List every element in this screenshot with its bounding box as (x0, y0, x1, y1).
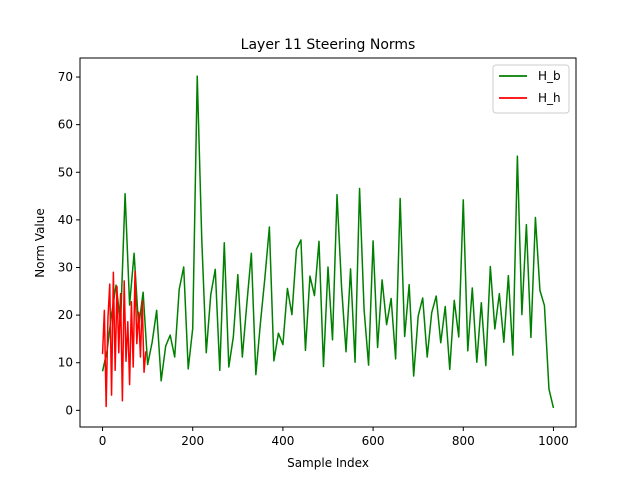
x-axis-label: Sample Index (287, 456, 369, 470)
legend-label-h-b: H_b (538, 69, 561, 83)
y-tick-label: 50 (58, 165, 73, 179)
y-tick-label: 0 (65, 403, 73, 417)
legend: H_b H_h (492, 64, 570, 114)
series-line-h-b (101, 75, 555, 409)
y-tick-label: 70 (58, 70, 73, 84)
y-tick-label: 10 (58, 356, 73, 370)
x-tick-label: 1000 (538, 434, 569, 448)
legend-box (492, 64, 570, 114)
x-tick-label: 800 (452, 434, 475, 448)
y-tick-label: 30 (58, 260, 73, 274)
legend-label-h-h: H_h (538, 91, 561, 105)
y-axis-label: Norm Value (33, 208, 47, 278)
plot-frame (79, 57, 577, 428)
y-tick-label: 60 (58, 118, 73, 132)
y-tick-label: 20 (58, 308, 73, 322)
chart-title: Layer 11 Steering Norms (241, 37, 416, 53)
y-axis-ticks: 0 10 20 30 40 50 60 70 (58, 70, 80, 417)
x-tick-label: 200 (181, 434, 204, 448)
x-tick-label: 0 (99, 434, 107, 448)
series-line-h-h (101, 270, 147, 408)
x-tick-label: 400 (271, 434, 294, 448)
x-tick-label: 600 (362, 434, 385, 448)
series-layer (101, 75, 555, 409)
x-axis-ticks: 0 200 400 600 800 1000 (99, 427, 569, 448)
y-tick-label: 40 (58, 213, 73, 227)
plot-area: 0 200 400 600 800 1000 0 10 20 30 40 50 60 70 (58, 57, 577, 448)
